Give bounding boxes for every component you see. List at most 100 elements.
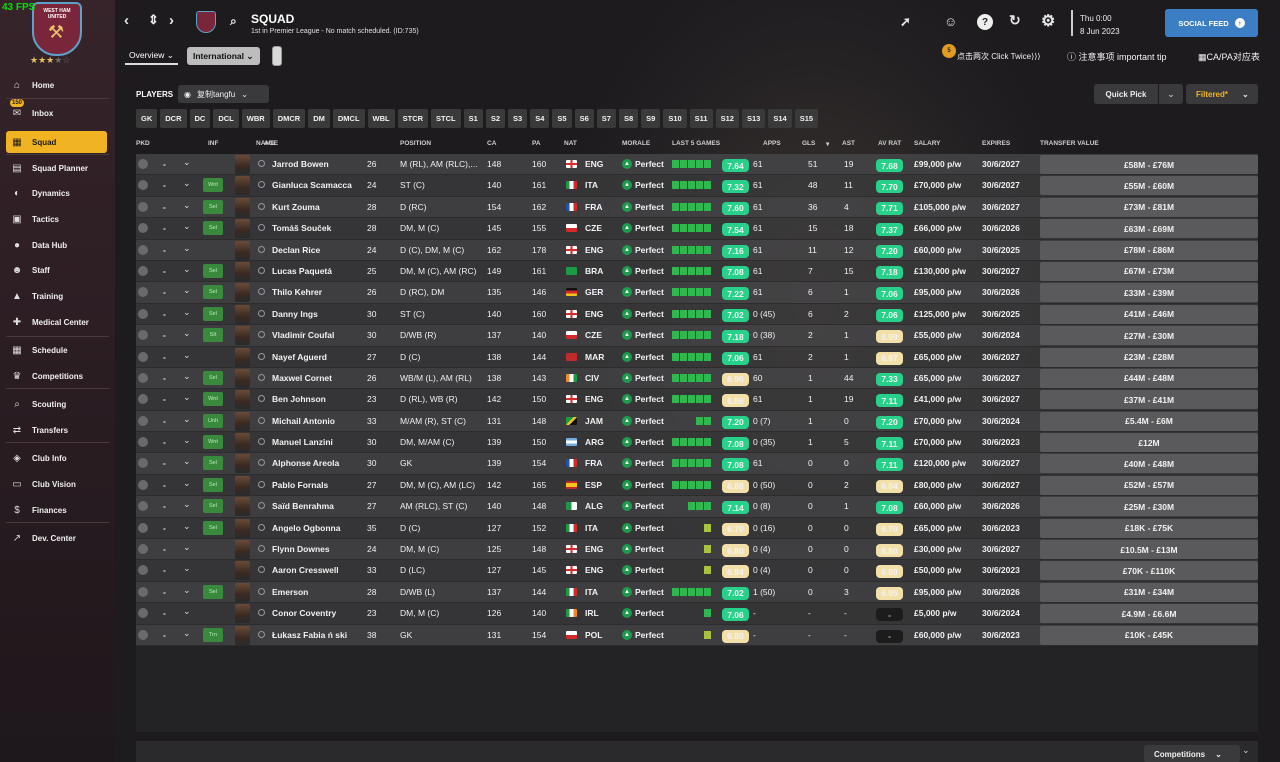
chevron-down-icon[interactable]: ⌄ [183, 157, 191, 167]
chevron-down-icon[interactable]: ⌄ [183, 606, 191, 617]
club-crest[interactable]: WEST HAM UNITED ⚒ [32, 2, 82, 56]
competitions-button[interactable]: Competitions ⌄ [1144, 745, 1240, 762]
pick-checkbox[interactable] [138, 415, 148, 426]
back-arrow-icon[interactable]: ‹ [124, 12, 129, 29]
game-date[interactable]: Thu 0:00 8 Jun 2023 [1080, 14, 1120, 36]
column-header-last-5-games[interactable]: LAST 5 GAMES [672, 140, 721, 147]
player-name[interactable]: Michail Antonio [272, 415, 335, 426]
position-filter-s4[interactable]: S4 [530, 109, 550, 128]
chevron-down-icon[interactable]: ⌄ [183, 221, 191, 232]
position-filter-s7[interactable]: S7 [596, 109, 616, 128]
sidebar-item-dev-center[interactable]: ↗ Dev. Center [6, 527, 107, 549]
sidebar-item-home[interactable]: ⌂ Home [6, 74, 107, 96]
position-filter-s1[interactable]: S1 [463, 109, 483, 128]
position-filter-wbl[interactable]: WBL [367, 109, 395, 128]
chevron-down-icon[interactable]: ⌄ [183, 370, 191, 381]
column-header-nat[interactable]: NAT [564, 140, 577, 147]
table-row[interactable]: - ⌄ Flynn Downes 24 DM, M (C) 125 148 ENG ▲ Perfe… [136, 539, 1258, 561]
sidebar-item-data-hub[interactable]: ● Data Hub [6, 234, 107, 256]
chevron-down-icon[interactable]: ⌄ [183, 563, 191, 574]
up-down-icon[interactable]: ⇕ [148, 12, 159, 27]
column-header-apps[interactable]: APPS [763, 140, 781, 147]
position-filter-dmcl[interactable]: DMCL [332, 109, 365, 128]
column-header-age[interactable]: AGE [264, 140, 279, 147]
chevron-down-icon[interactable]: ⌄ [183, 477, 191, 488]
column-header-inf[interactable]: INF [208, 140, 219, 147]
player-name[interactable]: Nayef Aguerd [272, 351, 327, 362]
player-name[interactable]: Danny Ings [272, 308, 318, 319]
pick-checkbox[interactable] [138, 479, 148, 490]
table-row[interactable]: - ⌄ Declan Rice 24 D (C), DM, M (C) 162 178 ENG… [136, 239, 1258, 261]
sidebar-item-tactics[interactable]: ▣ Tactics [6, 208, 107, 230]
column-header-ca[interactable]: CA [487, 140, 497, 147]
table-row[interactable]: - ⌄ Sel Alphonse Areola 30 GK 139 154 FRA ▲ Perfec… [136, 453, 1258, 475]
position-filter-dm[interactable]: DM [308, 109, 330, 128]
chevron-down-icon[interactable]: ⌄ [183, 413, 191, 424]
player-name[interactable]: Łukasz Fabia ń ski [272, 629, 348, 640]
pick-checkbox[interactable] [138, 330, 148, 341]
position-filter-s12[interactable]: S12 [715, 109, 739, 128]
pick-checkbox[interactable] [138, 201, 148, 212]
position-filter-s3[interactable]: S3 [508, 109, 528, 128]
table-row[interactable]: - ⌄ Sel Lucas Paquetá 25 DM, M (C), AM (RC) 14… [136, 260, 1258, 283]
chevron-down-icon[interactable]: ⌄ [183, 542, 191, 553]
position-filter-s2[interactable]: S2 [485, 109, 505, 128]
chevron-down-icon[interactable]: ⌄ [183, 456, 191, 467]
position-filter-s14[interactable]: S14 [768, 109, 792, 128]
chevron-down-icon[interactable]: ⌄ [183, 199, 191, 210]
chevron-down-icon[interactable]: ⌄ [183, 435, 191, 446]
column-header-expires[interactable]: EXPIRES [982, 140, 1011, 147]
pick-checkbox[interactable] [138, 351, 148, 362]
sidebar-item-medical-center[interactable]: ✚ Medical Center [6, 311, 107, 333]
chevron-down-icon[interactable]: ⌄ [183, 627, 191, 638]
position-filter-s8[interactable]: S8 [618, 109, 639, 128]
table-row[interactable]: - ⌄ Conor Coventry 23 DM, M (C) 126 140 IRL ▲ Per… [136, 603, 1258, 625]
forward-arrow-icon[interactable]: › [169, 12, 174, 29]
pick-checkbox[interactable] [138, 244, 148, 255]
position-filter-s9[interactable]: S9 [641, 109, 661, 128]
search-icon[interactable]: ⌕ [230, 14, 237, 28]
player-name[interactable]: Tomáš Souček [272, 223, 332, 234]
table-row[interactable]: - ⌄ Sel Maxwel Cornet 26 WB/M (L), AM (RL) 138… [136, 367, 1258, 390]
chevron-down-icon[interactable]: ⌄ [183, 178, 191, 189]
pick-checkbox[interactable] [138, 458, 148, 469]
player-name[interactable]: Manuel Lanzini [272, 437, 333, 448]
chevron-down-icon[interactable]: ⌄ [183, 520, 191, 531]
sidebar-item-scouting[interactable]: ⌕ Scouting [6, 393, 107, 415]
column-header-pkd[interactable]: PKD [136, 140, 150, 147]
column-header-morale[interactable]: MORALE [622, 140, 651, 147]
pick-checkbox[interactable] [138, 308, 148, 319]
table-row[interactable]: - ⌄ Trn Łukasz Fabia ń ski 38 GK 131 154 POL ▲ Per… [136, 624, 1258, 646]
table-row[interactable]: - ⌄ Sel Tomáš Souček 28 DM, M (C) 145 155 CZE ▲ Pe… [136, 218, 1258, 240]
player-name[interactable]: Declan Rice [272, 244, 321, 255]
tab-overview[interactable]: Overview ⌄ [125, 47, 178, 65]
pick-checkbox[interactable] [138, 159, 148, 169]
chevron-down-icon[interactable]: ⌄ [183, 349, 191, 360]
help-icon[interactable]: ? [977, 14, 993, 30]
pick-checkbox[interactable] [138, 586, 148, 597]
position-filter-s13[interactable]: S13 [741, 109, 766, 128]
column-header-pa[interactable]: PA [532, 140, 541, 147]
pick-checkbox[interactable] [138, 608, 148, 619]
position-filter-dc[interactable]: DC [189, 109, 211, 128]
sidebar-item-finances[interactable]: $ Finances [6, 499, 107, 521]
column-header-av-rat[interactable]: AV RAT [878, 140, 902, 147]
chevron-down-icon[interactable]: ⌄ [183, 263, 191, 274]
table-row[interactable]: - ⌄ Sel Emerson 28 D/WB (L) 137 144 ITA ▲ Perfect 7… [136, 581, 1258, 604]
sidebar-item-inbox[interactable]: ✉ Inbox 150 [6, 99, 107, 124]
position-filter-dcr[interactable]: DCR [160, 109, 187, 128]
gear-icon[interactable]: ⚙ [1041, 13, 1056, 30]
sidebar-item-training[interactable]: ▲ Training [6, 285, 107, 307]
chevron-down-icon[interactable]: ⌄ [183, 328, 191, 339]
pick-checkbox[interactable] [138, 629, 148, 640]
column-header-ast[interactable]: AST [842, 140, 855, 147]
view-selector[interactable]: ◉ 复制tangfu ⌄ [178, 85, 269, 103]
player-name[interactable]: Aaron Cresswell [272, 565, 339, 576]
player-name[interactable]: Jarrod Bowen [272, 159, 329, 169]
chevron-down-icon[interactable]: ⌄ [183, 242, 191, 253]
chevron-down-icon[interactable]: ⌄ [183, 306, 191, 317]
pick-checkbox[interactable] [138, 437, 148, 448]
table-row[interactable]: - ⌄ Nayef Aguerd 27 D (C) 138 144 MAR ▲ Perfect 7.… [136, 346, 1258, 368]
sidebar-item-transfers[interactable]: ⇄ Transfers [6, 419, 107, 441]
column-header-gls[interactable]: GLS [802, 140, 816, 147]
